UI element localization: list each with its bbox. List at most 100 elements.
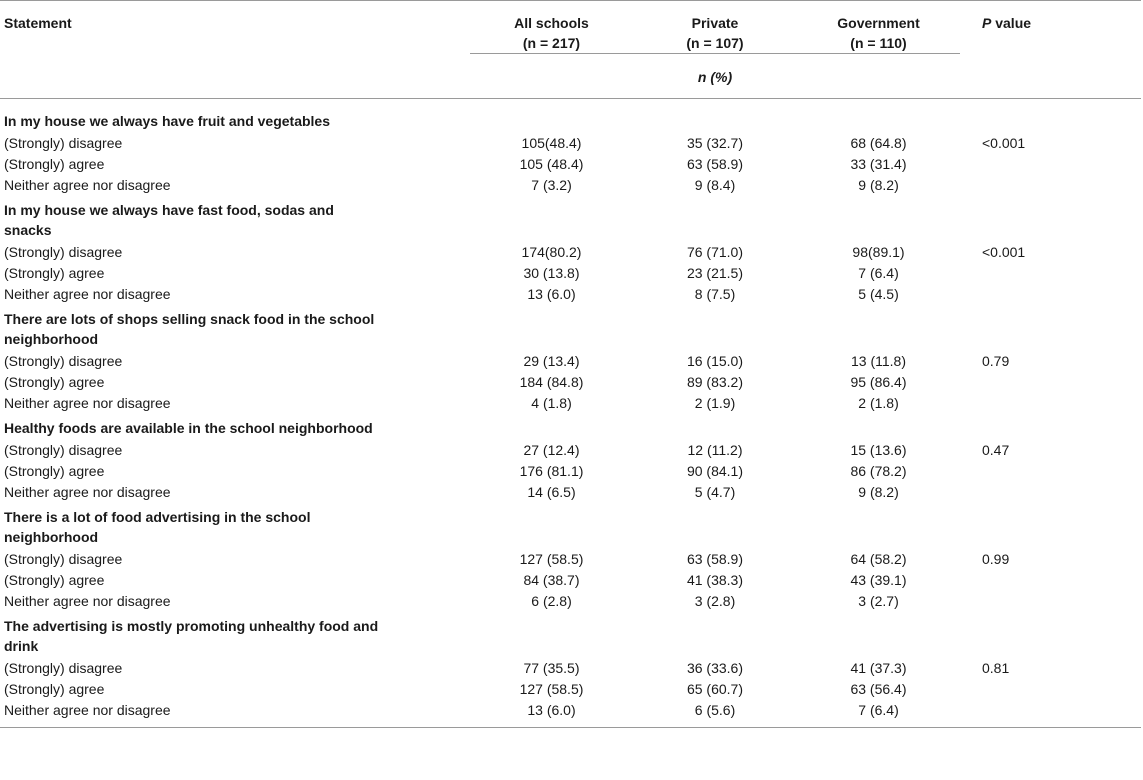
header-private: Private (n = 107): [633, 1, 797, 54]
government-cell: 41 (37.3): [850, 660, 907, 676]
header-statement: Statement: [4, 15, 72, 31]
government-cell: 13 (11.8): [851, 353, 906, 369]
statement-text: The advertising is mostly promoting unhe…: [4, 618, 379, 654]
response-label: (Strongly) disagree: [4, 442, 123, 458]
all-schools-cell: 184 (84.8): [519, 374, 584, 390]
private-cell: 35 (32.7): [686, 135, 744, 151]
response-label: (Strongly) disagree: [4, 135, 123, 151]
government-cell: 86 (78.2): [850, 463, 907, 479]
header-all-schools: All schools (n = 217): [470, 1, 633, 54]
government-cell: 9 (8.2): [858, 484, 899, 500]
empty-cell: [960, 679, 1141, 700]
all-schools-cell: 13 (6.0): [527, 702, 576, 718]
statement-text: Healthy foods are available in the schoo…: [4, 420, 373, 436]
table-row: Neither agree nor disagree 14 (6.5) 5 (4.7…: [0, 482, 1141, 503]
private-cell: 6 (5.6): [694, 702, 736, 718]
table-row: Neither agree nor disagree 13 (6.0) 6 (5.6…: [0, 700, 1141, 721]
all-schools-cell: 7 (3.2): [531, 177, 572, 193]
table-row: (Strongly) disagree 127 (58.5) 63 (58.9) 64…: [0, 549, 1141, 570]
response-label: (Strongly) agree: [4, 265, 105, 281]
private-cell: 9 (8.4): [694, 177, 736, 193]
private-cell: 12 (11.2): [687, 442, 743, 458]
government-cell: 7 (6.4): [858, 265, 899, 281]
statement-row: In my house we always have fast food, so…: [0, 196, 1141, 242]
statement-row: In my house we always have fruit and veg…: [0, 107, 1141, 133]
header-private-n: (n = 107): [686, 35, 744, 51]
header-government-n: (n = 110): [850, 35, 907, 51]
p-value-cell: <0.001: [982, 244, 1026, 260]
table-row: (Strongly) disagree 105(48.4) 35 (32.7) 68 …: [0, 133, 1141, 154]
table-row: (Strongly) disagree 29 (13.4) 16 (15.0) 13 …: [0, 351, 1141, 372]
all-schools-cell: 29 (13.4): [523, 353, 580, 369]
government-cell: 68 (64.8): [850, 135, 907, 151]
all-schools-cell: 13 (6.0): [527, 286, 576, 302]
table-row: (Strongly) agree 84 (38.7) 41 (38.3) 43 (39…: [0, 570, 1141, 591]
all-schools-cell: 174(80.2): [521, 244, 582, 260]
response-label: Neither agree nor disagree: [4, 484, 171, 500]
empty-cell: [960, 591, 1141, 612]
response-label: (Strongly) agree: [4, 156, 105, 172]
all-schools-cell: 6 (2.8): [531, 593, 572, 609]
private-cell: 90 (84.1): [686, 463, 744, 479]
private-cell: 41 (38.3): [686, 572, 744, 588]
statement-row: Healthy foods are available in the schoo…: [0, 414, 1141, 440]
statement-text: In my house we always have fruit and veg…: [4, 113, 331, 129]
government-cell: 43 (39.1): [850, 572, 907, 588]
table-row: (Strongly) agree 176 (81.1) 90 (84.1) 86 (7…: [0, 461, 1141, 482]
statement-row: There are lots of shops selling snack fo…: [0, 305, 1141, 351]
private-cell: 8 (7.5): [694, 286, 736, 302]
government-cell: 7 (6.4): [858, 702, 899, 718]
government-cell: 3 (2.7): [858, 593, 899, 609]
p-value-cell: 0.99: [982, 551, 1010, 567]
table-row: (Strongly) agree 30 (13.8) 23 (21.5) 7 (6.4…: [0, 263, 1141, 284]
government-cell: 95 (86.4): [850, 374, 907, 390]
table-row: Neither agree nor disagree 13 (6.0) 8 (7.5…: [0, 284, 1141, 305]
table-row: Neither agree nor disagree 7 (3.2) 9 (8.4)…: [0, 175, 1141, 196]
empty-cell: [960, 393, 1141, 414]
empty-cell: [960, 284, 1141, 305]
government-cell: 5 (4.5): [858, 286, 899, 302]
statement-text: There is a lot of food advertising in th…: [4, 509, 311, 545]
private-cell: 36 (33.6): [686, 660, 744, 676]
all-schools-cell: 30 (13.8): [523, 265, 580, 281]
statement-text: There are lots of shops selling snack fo…: [4, 311, 375, 347]
private-cell: 63 (58.9): [686, 551, 744, 567]
all-schools-cell: 77 (35.5): [523, 660, 580, 676]
all-schools-cell: 127 (58.5): [519, 681, 584, 697]
response-label: (Strongly) agree: [4, 463, 105, 479]
table-row: (Strongly) disagree 77 (35.5) 36 (33.6) 41 …: [0, 658, 1141, 679]
p-value-cell: <0.001: [982, 135, 1026, 151]
response-label: (Strongly) disagree: [4, 551, 123, 567]
government-cell: 98(89.1): [852, 244, 905, 260]
empty-cell: [960, 482, 1141, 503]
table-row: (Strongly) disagree 27 (12.4) 12 (11.2) 15 …: [0, 440, 1141, 461]
all-schools-cell: 105 (48.4): [519, 156, 584, 172]
response-label: (Strongly) disagree: [4, 353, 123, 369]
results-table: Statement All schools (n = 217) Private …: [0, 0, 1141, 728]
empty-cell: [960, 461, 1141, 482]
response-label: (Strongly) agree: [4, 572, 105, 588]
response-label: Neither agree nor disagree: [4, 593, 171, 609]
all-schools-cell: 27 (12.4): [523, 442, 580, 458]
empty-cell: [960, 372, 1141, 393]
statement-text: In my house we always have fast food, so…: [4, 202, 334, 238]
private-cell: 23 (21.5): [686, 265, 744, 281]
all-schools-cell: 4 (1.8): [531, 395, 572, 411]
all-schools-cell: 105(48.4): [521, 135, 582, 151]
statement-row: The advertising is mostly promoting unhe…: [0, 612, 1141, 658]
empty-cell: [960, 570, 1141, 591]
header-row: Statement All schools (n = 217) Private …: [0, 1, 1141, 54]
empty-cell: [960, 263, 1141, 284]
private-cell: 89 (83.2): [686, 374, 744, 390]
government-cell: 64 (58.2): [850, 551, 907, 567]
all-schools-cell: 176 (81.1): [519, 463, 584, 479]
response-label: (Strongly) agree: [4, 374, 105, 390]
private-cell: 63 (58.9): [686, 156, 744, 172]
government-cell: 63 (56.4): [850, 681, 907, 697]
government-cell: 9 (8.2): [858, 177, 899, 193]
header-government: Government (n = 110): [797, 1, 960, 54]
response-label: Neither agree nor disagree: [4, 395, 171, 411]
table-body: In my house we always have fruit and veg…: [0, 107, 1141, 721]
private-cell: 65 (60.7): [686, 681, 744, 697]
private-cell: 2 (1.9): [694, 395, 736, 411]
